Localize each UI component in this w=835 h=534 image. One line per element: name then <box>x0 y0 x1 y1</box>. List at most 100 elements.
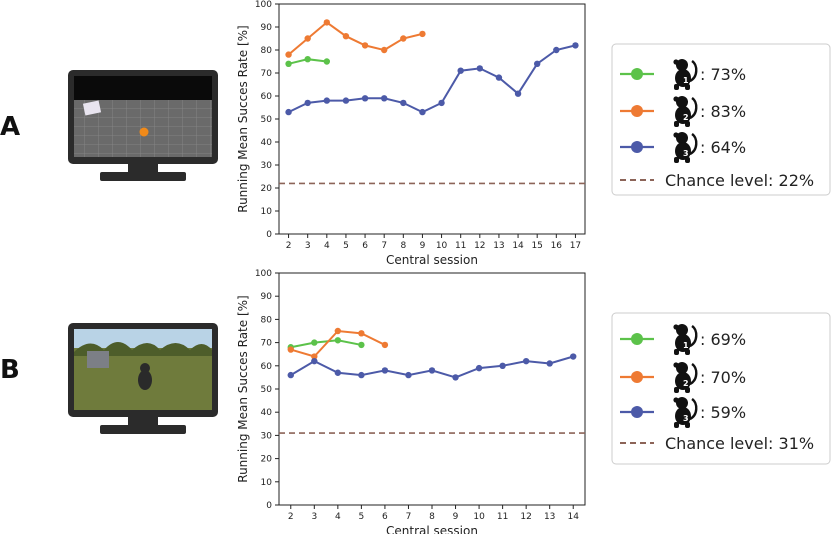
data-point-monkey-3 <box>438 99 445 107</box>
y-tick-label: 0 <box>266 501 272 511</box>
series-line-monkey-3 <box>288 44 576 114</box>
y-tick-label: 40 <box>261 408 273 418</box>
data-point-monkey-3 <box>546 360 553 367</box>
legend-entry-monkey-3: 3 : 59% <box>620 395 746 430</box>
data-point-monkey-2 <box>419 30 426 38</box>
x-tick-label: 13 <box>544 512 555 522</box>
legend-marker <box>631 105 643 117</box>
legend-marker <box>631 406 643 418</box>
legend-entry-monkey-1: 1 : 73% <box>620 57 746 92</box>
legend-marker <box>631 333 643 345</box>
x-tick-label: 2 <box>288 512 294 522</box>
data-point-monkey-1 <box>304 56 311 63</box>
legend-frame <box>611 43 831 196</box>
x-tick-label: 5 <box>343 241 349 251</box>
y-tick-label: 30 <box>261 161 273 171</box>
monitor-stand <box>100 172 186 181</box>
x-tick-label: 10 <box>473 512 485 522</box>
legend-entry-monkey-3: 3 : 64% <box>620 130 746 165</box>
monkey-number: 1 <box>683 341 689 350</box>
target-cube <box>82 100 102 116</box>
data-point-monkey-3 <box>475 364 483 372</box>
data-point-monkey-3 <box>522 357 530 365</box>
y-tick-label: 0 <box>266 230 272 240</box>
series-line-monkey-3 <box>290 355 574 379</box>
x-tick-label: 14 <box>512 241 524 251</box>
data-point-monkey-3 <box>476 65 484 72</box>
x-tick-label: 8 <box>429 512 435 522</box>
data-point-monkey-1 <box>323 58 331 65</box>
data-point-monkey-3 <box>533 60 541 67</box>
monkey-number: 3 <box>683 149 689 158</box>
y-tick-label: 50 <box>261 385 273 395</box>
monkey-number: 1 <box>683 76 689 85</box>
monitor-stand <box>100 425 186 434</box>
y-tick-label: 90 <box>261 292 273 302</box>
data-point-monkey-1 <box>311 339 318 346</box>
legend-label-chance: Chance level: 31% <box>665 434 814 453</box>
data-point-monkey-3 <box>553 46 560 54</box>
data-point-monkey-2 <box>285 51 292 58</box>
y-tick-label: 80 <box>261 315 273 325</box>
y-tick-label: 60 <box>261 92 273 102</box>
chart-b: 0 10 20 30 40 50 60 70 80 90 100 2 3 4 5 6 7 8 9 10 11 12 13 14… <box>236 269 586 534</box>
data-point-monkey-3 <box>380 95 388 102</box>
legend-b: 1 : 69% 2 : 70% 3 : 59% Chance level: 31… <box>611 312 831 465</box>
ball-icon <box>139 127 149 137</box>
data-point-monkey-3 <box>514 90 522 97</box>
monitor-neck <box>128 417 158 425</box>
panel-letter-b: B <box>0 355 20 385</box>
chart-a: 0 10 20 30 40 50 60 70 80 90 100 2 3 4 5 6 7 8 9 10 11 12 13 14… <box>236 0 586 267</box>
x-tick-label: 15 <box>531 241 542 251</box>
legend-entry-monkey-2: 2 : 83% <box>620 94 746 129</box>
x-tick-label: 7 <box>381 241 387 251</box>
series-line-monkey-1 <box>290 339 362 349</box>
legend-label-monkey-1: : 73% <box>700 65 746 84</box>
y-tick-label: 100 <box>255 269 272 279</box>
data-point-monkey-3 <box>361 95 369 102</box>
x-tick-label: 11 <box>455 241 466 251</box>
y-tick-label: 80 <box>261 46 273 56</box>
x-tick-label: 12 <box>474 241 485 251</box>
monitor-a <box>68 70 218 181</box>
data-point-monkey-2 <box>400 35 407 42</box>
target-cube <box>87 351 109 368</box>
data-point-monkey-3 <box>400 99 407 107</box>
legend-label-monkey-2: : 70% <box>700 368 746 387</box>
x-axis-label: Central session <box>386 253 478 267</box>
data-point-monkey-2 <box>342 33 350 40</box>
monkey-number: 3 <box>683 414 689 423</box>
x-tick-label: 4 <box>335 512 341 522</box>
monkey-number: 2 <box>683 113 689 122</box>
data-point-monkey-1 <box>334 337 342 344</box>
x-tick-label: 9 <box>420 241 426 251</box>
legend-label-chance: Chance level: 22% <box>665 171 814 190</box>
y-tick-label: 70 <box>261 69 273 79</box>
y-tick-label: 40 <box>261 138 273 148</box>
avatar-head <box>140 363 150 373</box>
plot-frame <box>278 3 586 235</box>
panel-letter-a: A <box>0 112 20 142</box>
x-tick-label: 5 <box>359 512 365 522</box>
y-tick-label: 30 <box>261 431 273 441</box>
y-tick-label: 60 <box>261 362 273 372</box>
x-tick-label: 3 <box>311 512 317 522</box>
x-tick-label: 11 <box>497 512 508 522</box>
monkey-number: 2 <box>683 379 689 388</box>
x-tick-label: 6 <box>382 512 388 522</box>
y-axis-label: Running Mean Succes Rate [%] <box>236 295 250 482</box>
data-point-monkey-2 <box>380 46 388 54</box>
legend-label-monkey-2: : 83% <box>700 102 746 121</box>
x-tick-label: 17 <box>570 241 581 251</box>
data-point-monkey-3 <box>572 42 579 49</box>
data-point-monkey-3 <box>457 67 464 74</box>
x-tick-label: 12 <box>520 512 531 522</box>
monitor-b <box>68 323 218 434</box>
data-point-monkey-3 <box>358 371 365 379</box>
legend-marker <box>631 68 643 80</box>
data-point-monkey-3 <box>334 369 342 376</box>
data-point-monkey-2 <box>361 42 369 49</box>
plot-frame <box>278 272 586 506</box>
data-point-monkey-3 <box>311 357 318 365</box>
